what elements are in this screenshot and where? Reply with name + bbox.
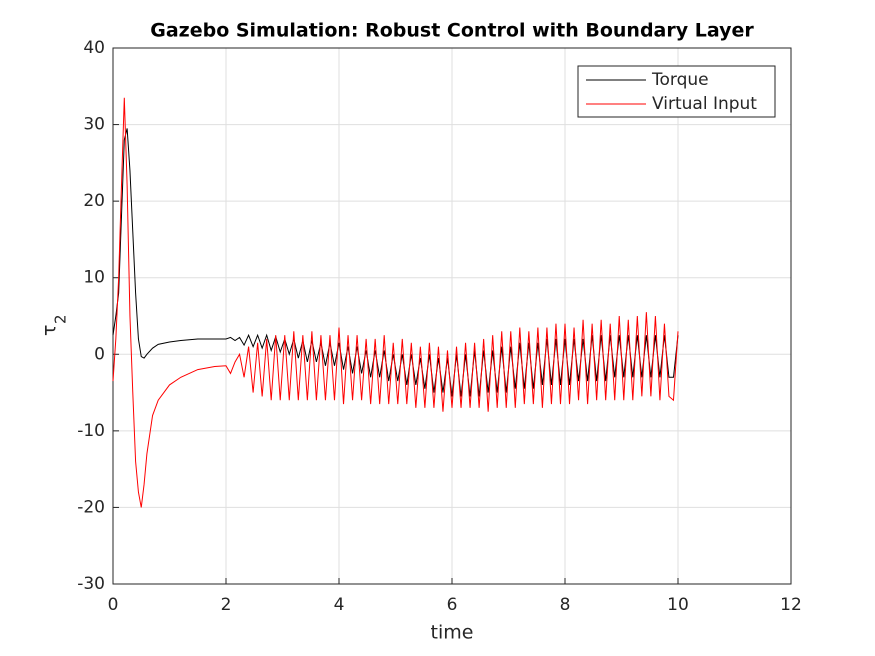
x-tick-label: 12	[780, 595, 802, 615]
y-tick-label: 20	[83, 191, 105, 211]
y-tick-label: 40	[83, 38, 105, 58]
legend-label: Virtual Input	[652, 94, 757, 114]
x-tick-label: 10	[667, 595, 689, 615]
x-axis-label: time	[431, 622, 474, 644]
plot-frame	[112, 47, 792, 585]
x-tick-label: 0	[108, 595, 119, 615]
y-tick-label: 30	[83, 115, 105, 135]
y-tick-label: -10	[77, 421, 105, 441]
y-tick-label: -30	[77, 574, 105, 594]
y-tick-label: 0	[94, 344, 105, 364]
y-axis-label: τ 2	[39, 314, 70, 336]
data-line	[112, 97, 679, 508]
x-tick-label: 4	[334, 595, 345, 615]
legend: Torque Virtual Input	[577, 65, 776, 118]
x-tick-label: 6	[447, 595, 458, 615]
y-tick-label: -20	[77, 497, 105, 517]
y-label-symbol: τ	[39, 325, 61, 336]
x-tick-label: 8	[560, 595, 571, 615]
y-label-subscript: 2	[52, 314, 70, 324]
x-tick-label: 2	[221, 595, 232, 615]
y-tick-label: 10	[83, 268, 105, 288]
chart-title: Gazebo Simulation: Robust Control with B…	[150, 20, 754, 42]
legend-label: Torque	[651, 70, 709, 90]
legend-box	[577, 65, 776, 118]
